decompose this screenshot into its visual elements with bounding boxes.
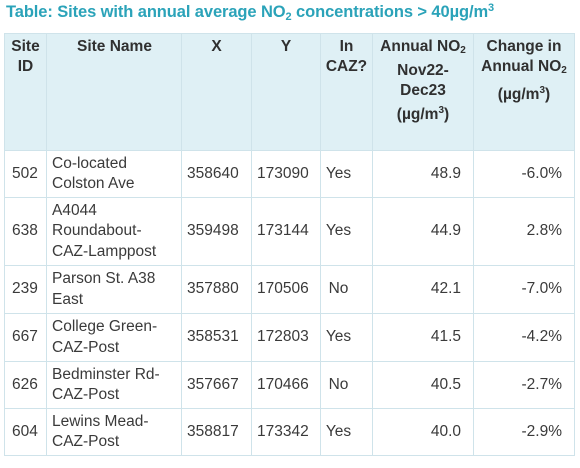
cell-in-caz: Yes — [320, 313, 373, 362]
header-annual-no2-subscript: 2 — [460, 45, 466, 56]
cell-y: 172803 — [251, 313, 321, 362]
header-site-id: Site ID — [4, 33, 47, 151]
header-y: Y — [251, 33, 321, 151]
cell-y: 173144 — [251, 197, 321, 266]
cell-y: 173090 — [251, 150, 321, 198]
header-change-close: ) — [545, 86, 551, 103]
header-annual-no2-period: Nov22-Dec23 (µg/m — [396, 62, 449, 123]
cell-change: 2.8% — [473, 197, 575, 266]
sites-table: Site ID Site Name X Y In CAZ? Annual NO2… — [4, 33, 575, 456]
header-annual-no2: Annual NO2 Nov22-Dec23 (µg/m3) — [372, 33, 474, 151]
header-site-name: Site Name — [46, 33, 182, 151]
table-title: Table: Sites with annual average NO2 con… — [6, 2, 494, 23]
cell-x: 357880 — [181, 265, 252, 314]
header-change-superscript: 3 — [539, 85, 546, 96]
header-site-name-label: Site Name — [77, 38, 152, 55]
cell-in-caz: No — [320, 361, 373, 409]
cell-in-caz: Yes — [320, 408, 373, 456]
cell-in-caz: Yes — [320, 150, 373, 198]
cell-x: 357667 — [181, 361, 252, 409]
cell-site-id: 502 — [4, 150, 47, 198]
cell-y: 170466 — [251, 361, 321, 409]
header-change: Change in Annual NO2 (µg/m3) — [473, 33, 575, 151]
header-annual-no2-superscript: 3 — [438, 105, 445, 116]
cell-change: -6.0% — [473, 150, 575, 198]
cell-y: 170506 — [251, 265, 321, 314]
table-row: 604 Lewins Mead-CAZ-Post 358817 173342 Y… — [4, 408, 575, 456]
cell-annual-no2: 44.9 — [372, 197, 474, 266]
cell-site-id: 239 — [4, 265, 47, 314]
header-annual-no2-label: Annual NO — [380, 38, 461, 55]
cell-annual-no2: 41.5 — [372, 313, 474, 362]
header-in-caz-label: In CAZ? — [325, 38, 368, 75]
table-title-text: Table: Sites with annual average NO — [6, 3, 286, 21]
header-change-label: Change in Annual NO — [481, 38, 562, 75]
cell-in-caz: Yes — [320, 197, 373, 266]
cell-annual-no2: 42.1 — [372, 265, 474, 314]
table-row: 626 Bedminster Rd-CAZ-Post 357667 170466… — [4, 361, 575, 409]
cell-change: -4.2% — [473, 313, 575, 362]
header-in-caz: In CAZ? — [320, 33, 373, 151]
table-title-superscript: 3 — [488, 2, 495, 14]
header-x: X — [181, 33, 252, 151]
table-row: 502 Co-located Colston Ave 358640 173090… — [4, 150, 575, 198]
cell-site-id: 626 — [4, 361, 47, 409]
cell-site-name: Co-located Colston Ave — [46, 150, 182, 198]
table-title-text-continued: concentrations > 40µg/m — [291, 3, 489, 21]
cell-change: -7.0% — [473, 265, 575, 314]
header-change-subscript: 2 — [561, 65, 567, 76]
cell-x: 358817 — [181, 408, 252, 456]
cell-x: 358640 — [181, 150, 252, 198]
cell-x: 358531 — [181, 313, 252, 362]
table-row: 638 A4044 Roundabout-CAZ-Lamppost 359498… — [4, 197, 575, 266]
table-header-row: Site ID Site Name X Y In CAZ? Annual NO2… — [4, 33, 575, 151]
header-x-label: X — [211, 38, 222, 55]
header-site-id-label: Site ID — [11, 38, 40, 75]
table-row: 667 College Green-CAZ-Post 358531 172803… — [4, 313, 575, 362]
table-row: 239 Parson St. A38 East 357880 170506 No… — [4, 265, 575, 314]
cell-site-id: 667 — [4, 313, 47, 362]
cell-change: -2.7% — [473, 361, 575, 409]
cell-site-id: 604 — [4, 408, 47, 456]
cell-annual-no2: 40.5 — [372, 361, 474, 409]
table-title-subscript: 2 — [285, 11, 292, 23]
cell-site-name: A4044 Roundabout-CAZ-Lamppost — [46, 197, 182, 266]
cell-x: 359498 — [181, 197, 252, 266]
cell-annual-no2: 48.9 — [372, 150, 474, 198]
header-annual-no2-close: ) — [444, 106, 450, 123]
cell-site-name: Bedminster Rd-CAZ-Post — [46, 361, 182, 409]
cell-change: -2.9% — [473, 408, 575, 456]
header-y-label: Y — [280, 38, 292, 55]
cell-site-name: College Green-CAZ-Post — [46, 313, 182, 362]
cell-site-id: 638 — [4, 197, 47, 266]
header-change-unit: (µg/m — [497, 86, 540, 103]
cell-in-caz: No — [320, 265, 373, 314]
cell-annual-no2: 40.0 — [372, 408, 474, 456]
cell-site-name: Parson St. A38 East — [46, 265, 182, 314]
cell-y: 173342 — [251, 408, 321, 456]
cell-site-name: Lewins Mead-CAZ-Post — [46, 408, 182, 456]
